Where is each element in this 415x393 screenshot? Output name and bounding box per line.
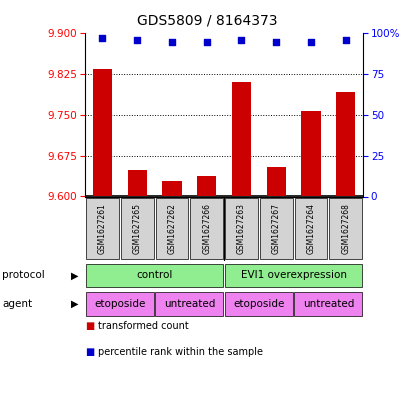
Point [342, 37, 349, 43]
Bar [294, 292, 362, 316]
Text: GSM1627267: GSM1627267 [272, 204, 281, 254]
Text: GSM1627264: GSM1627264 [307, 204, 315, 254]
Bar [155, 292, 223, 316]
Text: untreated: untreated [303, 299, 354, 309]
Text: GSM1627265: GSM1627265 [133, 204, 142, 254]
Point [308, 39, 314, 45]
Text: transformed count: transformed count [98, 321, 188, 331]
Text: GDS5809 / 8164373: GDS5809 / 8164373 [137, 14, 278, 28]
Text: agent: agent [2, 299, 32, 309]
Bar [128, 171, 147, 196]
Bar [86, 198, 119, 259]
Bar [267, 167, 286, 196]
Bar [86, 264, 223, 287]
Bar [295, 198, 327, 259]
Text: ▶: ▶ [71, 299, 79, 309]
Point [238, 37, 245, 43]
Point [273, 39, 280, 45]
Bar [197, 176, 216, 196]
Text: protocol: protocol [2, 270, 45, 281]
Text: EVI1 overexpression: EVI1 overexpression [241, 270, 347, 281]
Text: GSM1627263: GSM1627263 [237, 204, 246, 254]
Point [99, 35, 106, 41]
Text: GSM1627266: GSM1627266 [202, 204, 211, 254]
Text: ■: ■ [85, 347, 94, 356]
Bar [225, 198, 258, 259]
Bar [260, 198, 293, 259]
Text: etoposide: etoposide [94, 299, 146, 309]
Bar [162, 181, 181, 196]
Bar [225, 264, 362, 287]
Bar [225, 292, 293, 316]
Bar [330, 198, 362, 259]
Text: GSM1627262: GSM1627262 [168, 204, 176, 254]
Text: ▶: ▶ [71, 270, 79, 281]
Bar [336, 92, 355, 196]
Point [203, 39, 210, 45]
Text: untreated: untreated [164, 299, 215, 309]
Bar [121, 198, 154, 259]
Text: ■: ■ [85, 321, 94, 331]
Text: etoposide: etoposide [233, 299, 285, 309]
Text: control: control [137, 270, 173, 281]
Bar [301, 110, 320, 196]
Bar [190, 198, 223, 259]
Text: percentile rank within the sample: percentile rank within the sample [98, 347, 263, 356]
Text: GSM1627261: GSM1627261 [98, 204, 107, 254]
Text: GSM1627268: GSM1627268 [341, 204, 350, 254]
Point [168, 39, 175, 45]
Bar [86, 292, 154, 316]
Point [134, 37, 141, 43]
Bar [232, 82, 251, 196]
Bar [93, 69, 112, 196]
Bar [156, 198, 188, 259]
